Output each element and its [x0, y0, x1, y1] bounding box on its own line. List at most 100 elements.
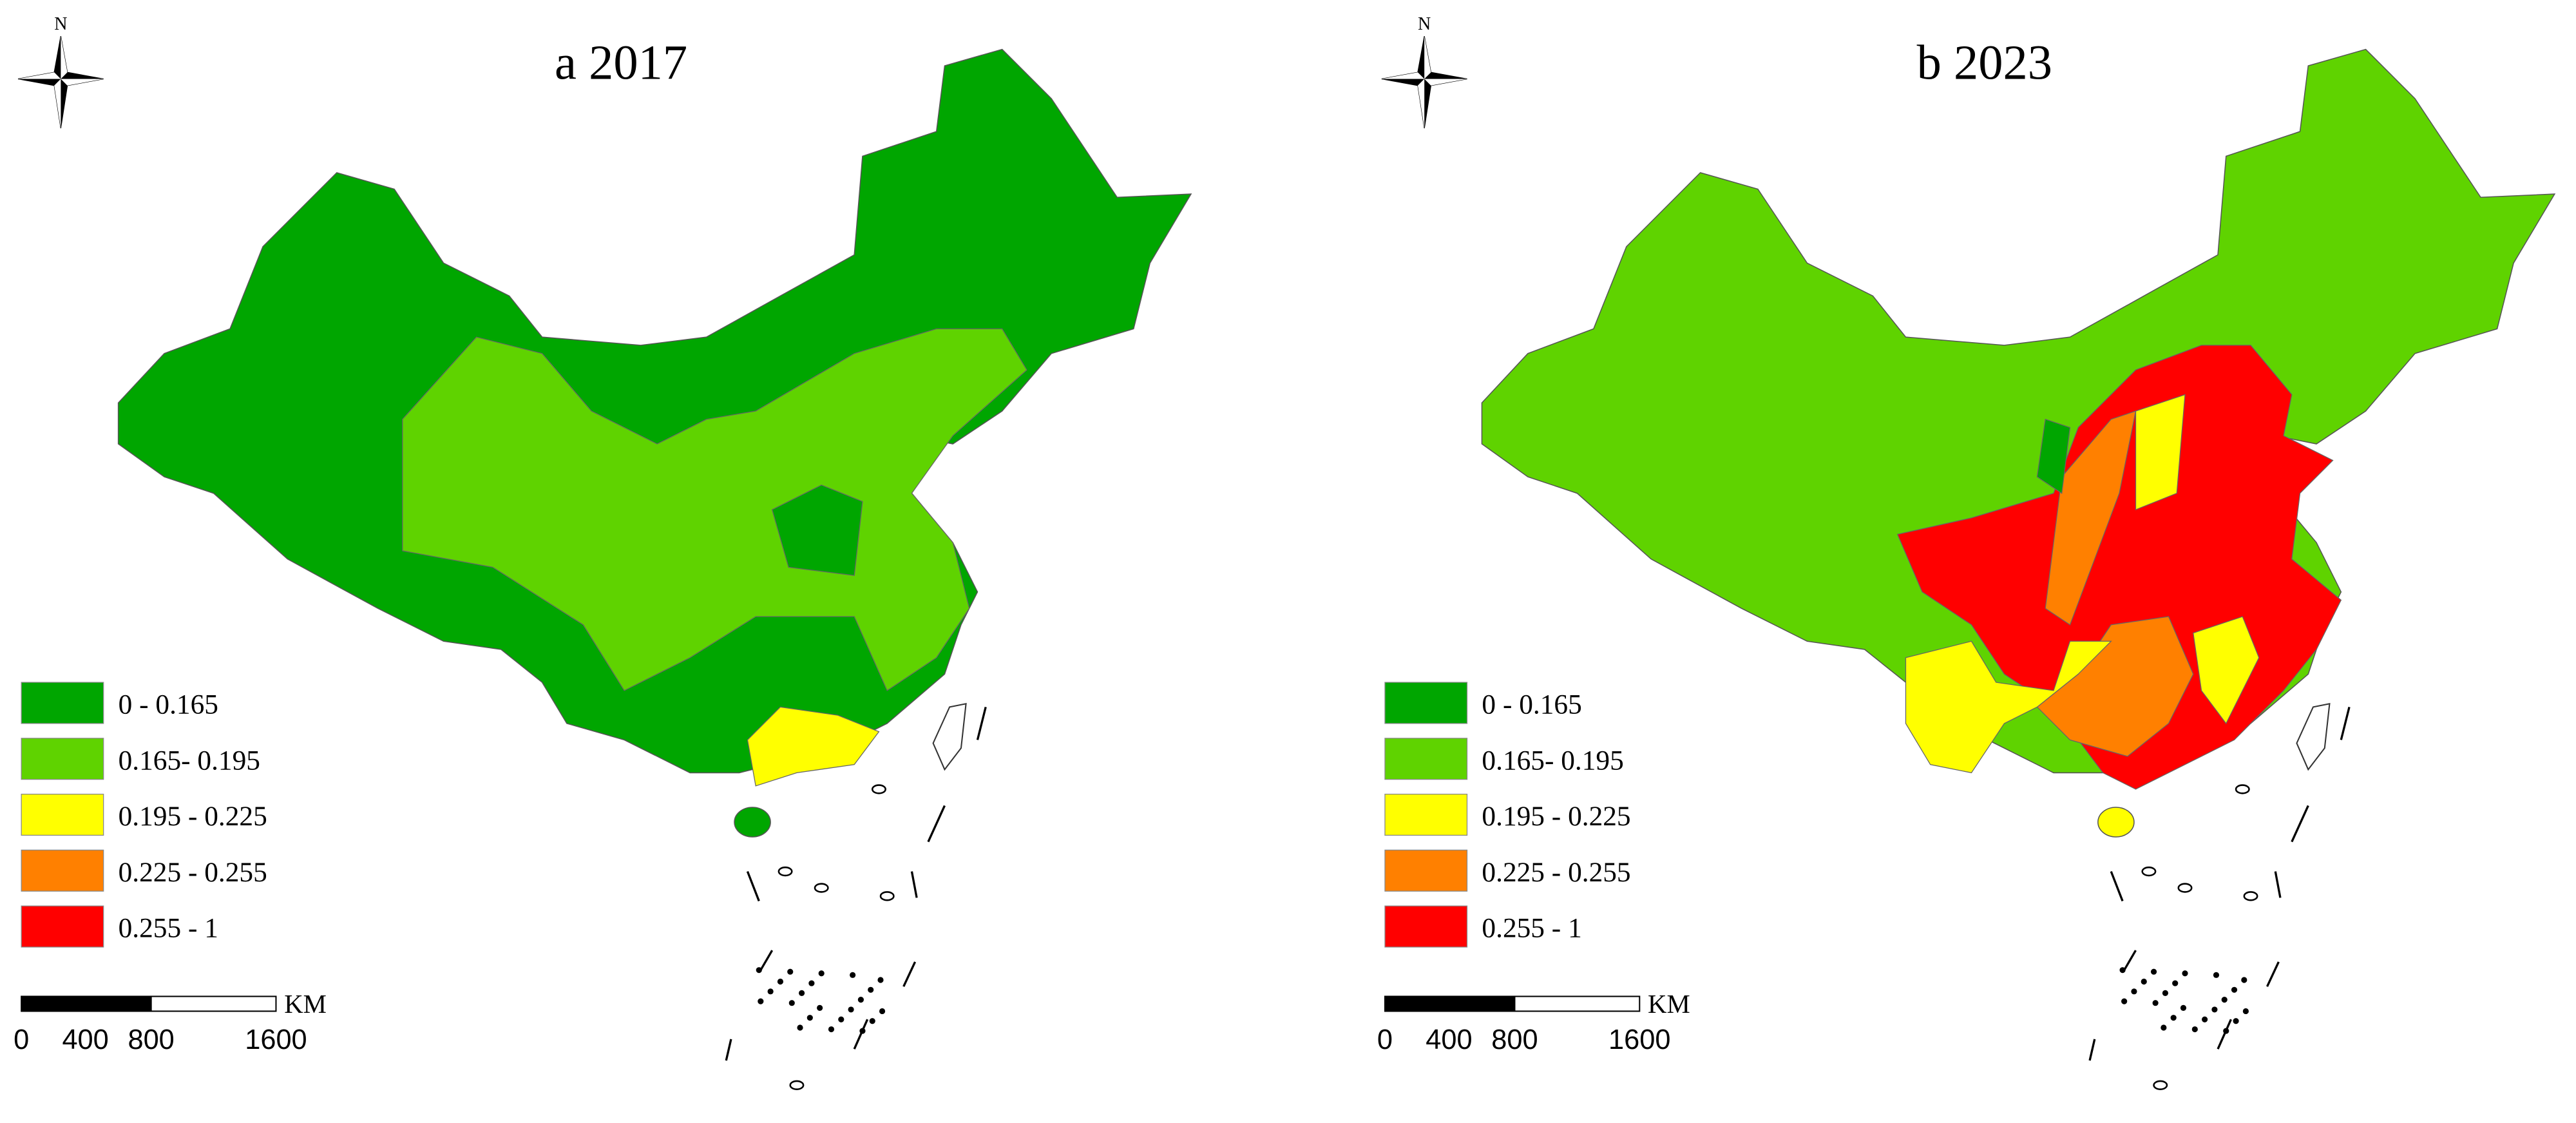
legend-label: 0.255 - 1: [1482, 913, 1581, 944]
legend-swatch: [1384, 849, 1468, 892]
island-dot: [828, 1026, 835, 1033]
island-dot: [868, 986, 874, 993]
island-dot: [798, 990, 805, 996]
boundary-dash: [725, 1039, 732, 1061]
panel-title: a 2017: [555, 35, 687, 90]
island-dot: [808, 980, 815, 986]
boundary-dash: [2217, 1019, 2232, 1050]
province-region: [771, 485, 863, 576]
boundary-dash: [2266, 961, 2280, 987]
island: [2243, 891, 2258, 901]
boundary-dash: [853, 1019, 869, 1050]
island-dot: [2182, 970, 2188, 977]
legend-label: 0.165- 0.195: [1482, 745, 1623, 776]
scale-unit: KM: [1648, 990, 1690, 1019]
north-label: N: [54, 14, 67, 34]
legend-swatch: [1384, 682, 1468, 724]
scale-label: 0: [14, 1024, 29, 1055]
island-dot: [2119, 967, 2126, 974]
legend-label: 0.225 - 0.255: [119, 857, 267, 888]
legend-label: 0.195 - 0.225: [1482, 801, 1630, 832]
boundary-dash: [927, 805, 946, 843]
legend-swatch: [21, 738, 104, 780]
north-label: N: [1418, 14, 1431, 34]
boundary-dash: [2123, 950, 2137, 971]
island-dot: [806, 1015, 813, 1021]
island-dot: [2161, 1024, 2167, 1031]
province-region: [2193, 616, 2260, 725]
scale-label: 1600: [245, 1024, 307, 1055]
province-region: [2135, 394, 2186, 511]
boundary-dash: [746, 870, 760, 902]
boundary-dash: [2110, 870, 2124, 902]
island-dot: [2231, 986, 2238, 993]
compass-light: [61, 36, 68, 79]
island-dot: [2191, 1026, 2198, 1033]
scale-bar-black: [21, 995, 152, 1012]
island-dot: [788, 1000, 795, 1006]
legend-label: 0 - 0.165: [119, 689, 218, 720]
island-dot: [848, 1006, 854, 1013]
compass-light: [61, 79, 104, 86]
island-dot: [879, 1008, 886, 1015]
island-dot: [2242, 1008, 2249, 1015]
compass-light: [54, 79, 61, 129]
legend-label: 0.255 - 1: [119, 913, 218, 944]
boundary-dash: [2340, 706, 2351, 740]
legend-swatch: [21, 905, 104, 948]
boundary-dash: [2088, 1039, 2096, 1061]
island-dot: [838, 1016, 844, 1022]
scale-label: 800: [128, 1024, 174, 1055]
island: [2153, 1080, 2168, 1090]
scale-label: 400: [62, 1024, 108, 1055]
island: [789, 1080, 805, 1090]
map-panel: Na 2017 0 - 0.165 0.165- 0.195 0.195 - 0.22…: [14, 14, 1192, 1090]
island-dot: [2150, 968, 2157, 975]
island: [778, 866, 793, 877]
island-dot: [2221, 997, 2228, 1003]
island-dot: [2121, 998, 2128, 1004]
island: [2141, 866, 2157, 877]
compass-light: [18, 72, 61, 79]
province-region: [747, 706, 880, 787]
hainan-island: [734, 807, 771, 838]
legend-swatch: [1384, 793, 1468, 836]
compass-light: [1417, 79, 1425, 129]
island: [814, 883, 829, 893]
island: [2235, 784, 2250, 794]
taiwan-island: [2296, 702, 2331, 771]
boundary-dash: [902, 961, 917, 987]
legend-swatch: [21, 849, 104, 892]
compass-light: [1424, 36, 1431, 79]
island-dot: [2223, 1028, 2229, 1034]
island-dot: [758, 998, 764, 1004]
island-dot: [2131, 988, 2137, 995]
scale-label: 400: [1426, 1024, 1472, 1055]
island-dot: [797, 1024, 803, 1031]
island-dot: [2170, 1015, 2177, 1021]
province-region: [402, 328, 1027, 691]
scale-bar-black: [1384, 995, 1516, 1012]
island-dot: [877, 977, 884, 983]
island-dot: [787, 968, 794, 975]
island-dot: [859, 1028, 866, 1034]
legend-label: 0 - 0.165: [1482, 689, 1581, 720]
legend-label: 0.225 - 0.255: [1482, 857, 1630, 888]
island-dot: [2180, 1004, 2187, 1011]
scale-label: 1600: [1608, 1024, 1670, 1055]
island-dot: [869, 1018, 875, 1024]
province-region: [2036, 418, 2071, 494]
compass-light: [1424, 79, 1467, 86]
island-dot: [2172, 980, 2179, 986]
legend-swatch: [1384, 905, 1468, 948]
legend-swatch: [21, 793, 104, 836]
island-dot: [850, 972, 856, 978]
boundary-dash: [2291, 805, 2309, 843]
taiwan-island: [932, 702, 967, 771]
island-dot: [2213, 972, 2220, 978]
island-dot: [2152, 1000, 2159, 1006]
island-dot: [2233, 1018, 2239, 1024]
island: [871, 784, 886, 794]
panel-title: b 2023: [1917, 35, 2052, 90]
